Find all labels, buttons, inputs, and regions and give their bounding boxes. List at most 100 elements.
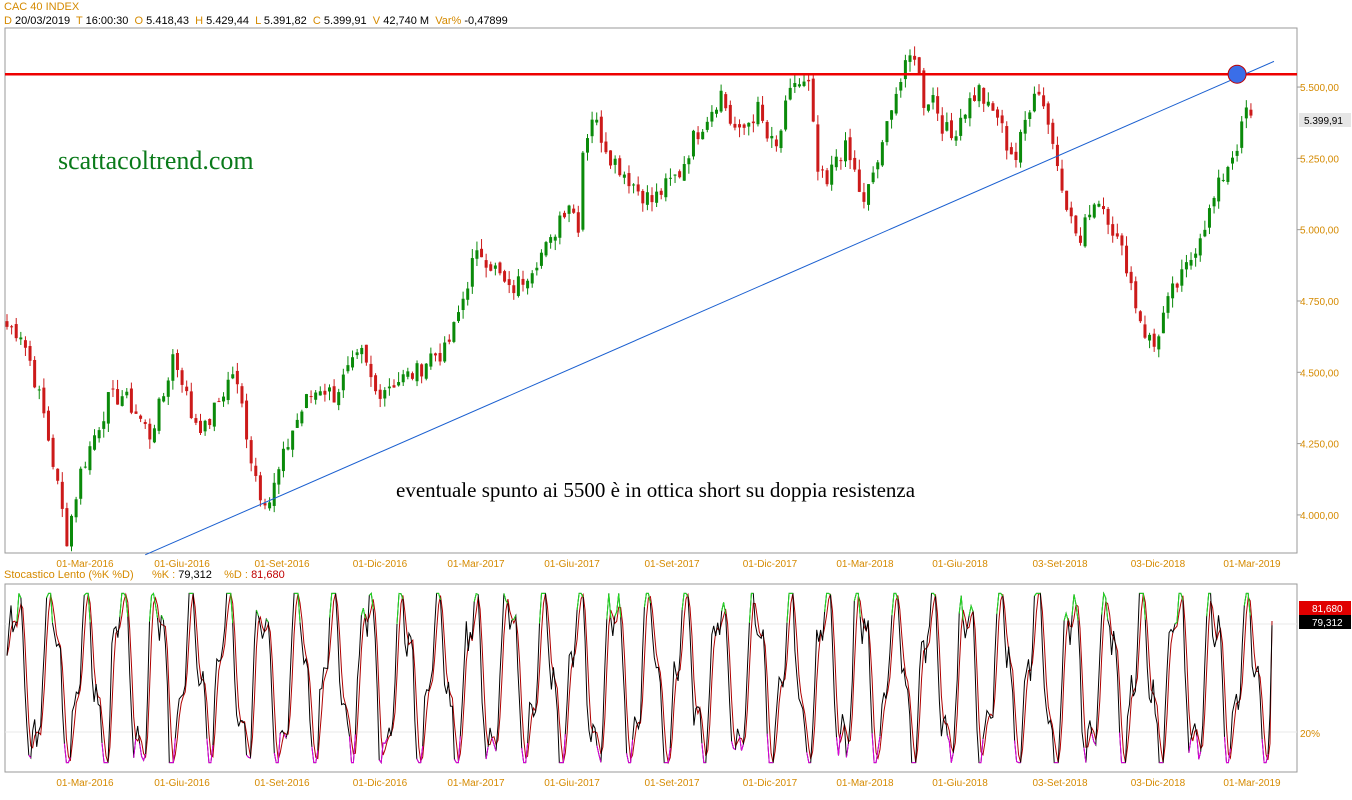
stoch-header: Stocastico Lento (%K %D) %K : 79,312 %D … [4,569,285,581]
low-label: L [255,15,261,27]
candle-body [558,215,562,238]
x-axis-ticks: 01-Mar-2016 01-Giu-2016 01-Set-2016 01-Dic-… [56,559,1281,570]
candle-body [719,90,723,112]
candle-body [268,502,272,509]
x-tick-label: 03-Set-2018 [1032,778,1087,789]
annotation-text: eventuale spunto ai 5500 è in ottica sho… [396,478,916,502]
candle-body [1198,238,1202,256]
candle-body [687,158,691,165]
candle-body [489,264,493,271]
candle-body [1102,206,1105,210]
candle-body [97,430,101,439]
candle-body [286,447,290,450]
candle-body [765,121,769,139]
candle-body [378,389,382,399]
candle-body [129,388,133,413]
stoch-layer [5,591,1297,765]
candle-body [1161,312,1165,334]
stoch-title: Stocastico Lento (%K %D) [4,569,134,581]
candle-body [194,418,198,423]
low-value: 5.391,82 [263,15,307,27]
x-tick-label: 01-Mar-2016 [56,559,114,570]
candle-body [668,177,672,179]
candle-body [774,139,778,147]
candle-body [1207,208,1211,228]
candle-body [632,184,636,186]
candle-body [1138,311,1142,322]
high-value: 5.429,44 [206,15,249,27]
y-tick-label: 4.750,00 [1300,297,1339,308]
candle-body [581,152,585,230]
ohlc-readout: D 20/03/2019 T 16:00:30 O 5.418,43 H 5.4… [4,15,508,27]
candle-body [996,109,1000,118]
candles-layer [5,46,1253,552]
candle-body [572,208,576,213]
candle-body [926,104,930,111]
candle-body [65,508,69,547]
candle-body [655,191,659,203]
candle-body [894,93,898,114]
candle-body [1055,144,1059,167]
candle-body [521,278,525,285]
candle-body [807,79,811,82]
candle-body [291,430,295,450]
time-label: T [76,15,83,27]
candle-body [166,380,170,397]
candle-body [959,117,963,136]
stoch-panel-frame [4,583,1298,773]
candle-body [318,391,322,396]
candle-body [512,285,516,294]
candle-body [595,119,599,123]
touch-point-marker [1227,64,1247,84]
candle-body [945,122,949,131]
candle-body [111,388,115,390]
candle-body [705,121,709,130]
candle-body [281,448,285,472]
candle-body [42,387,46,414]
y-tick-label: 5.250,00 [1300,154,1339,165]
x-tick-label: 01-Set-2017 [644,778,699,789]
candle-body [46,410,50,441]
candle-body [1032,93,1036,112]
stoch-overbought-segment [16,591,1251,625]
candle-body [438,352,442,362]
candle-body [867,184,871,205]
candle-body [1217,177,1221,202]
candle-body [420,364,424,377]
candle-body [982,87,986,104]
candle-body [604,141,608,153]
candle-body [963,114,967,119]
candle-body [922,70,926,108]
x-tick-label: 01-Giu-2017 [544,778,600,789]
candle-body [328,387,331,392]
x-tick-label: 01-Set-2016 [254,778,309,789]
candle-body [245,400,249,440]
candle-body [162,396,166,402]
candle-body [355,352,359,356]
candle-body [913,55,917,60]
k-value-badge-text: 79,312 [1312,618,1343,629]
candle-body [383,390,387,399]
x-tick-label: 01-Dic-2017 [743,778,798,789]
candle-body [484,260,488,268]
candle-body [447,339,451,342]
candle-body [466,288,470,300]
candle-body [1235,150,1239,156]
x-tick-label: 01-Set-2016 [254,559,309,570]
k-label: %K : [151,569,176,581]
candle-body [212,402,216,427]
candle-body [134,411,138,414]
candle-body [1194,253,1198,258]
candle-body [323,390,327,395]
candle-body [747,122,751,127]
candle-body [728,104,732,124]
candle-body [1097,203,1101,207]
candle-body [1129,271,1133,284]
candle-body [157,398,161,431]
candle-body [562,212,566,218]
candle-body [258,475,262,501]
candle-body [751,121,755,124]
candle-body [452,322,456,342]
candle-body [738,124,742,128]
stoch-level-label: 20% [1300,729,1320,740]
